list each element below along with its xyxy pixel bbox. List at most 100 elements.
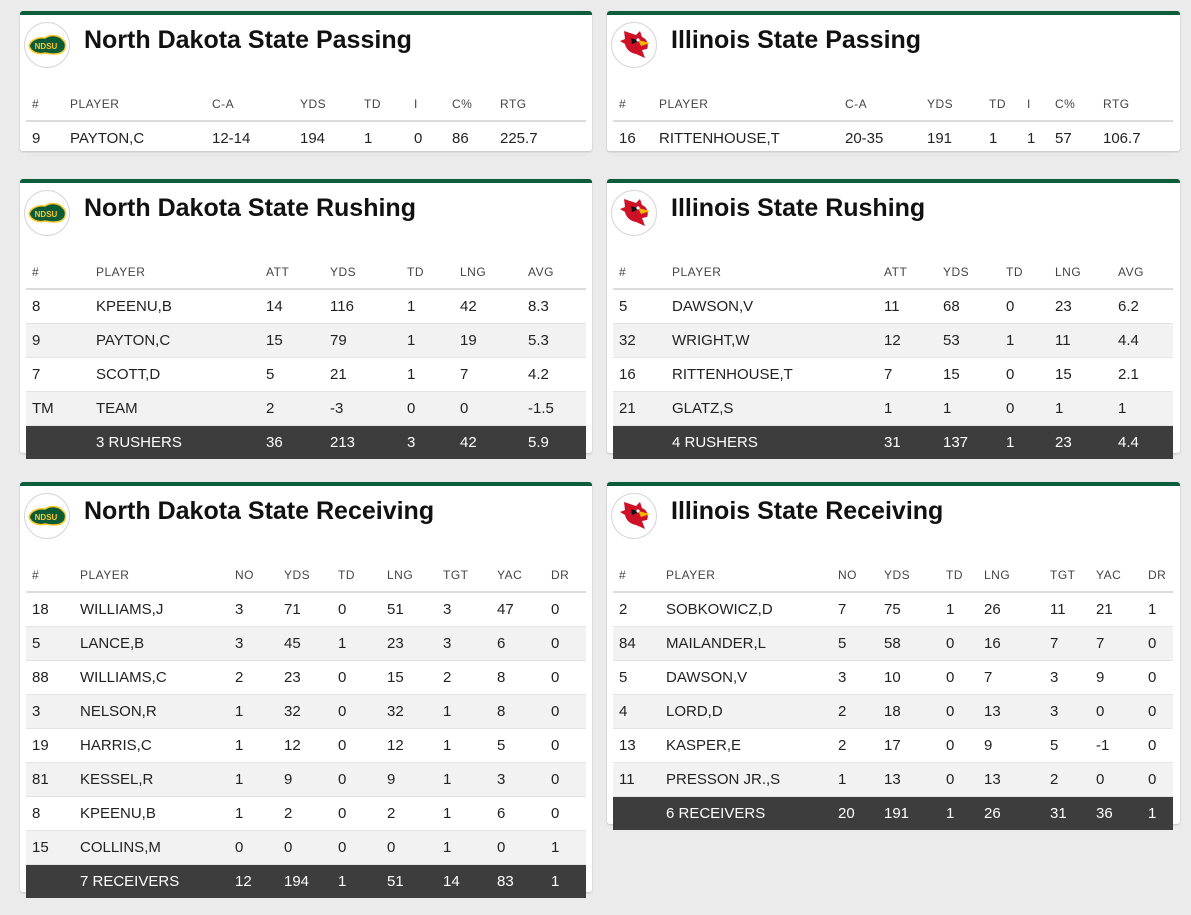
card-header: NDSU North Dakota State Passing [20, 15, 592, 75]
col-header: AVG [522, 255, 586, 290]
cell: 116 [324, 289, 401, 324]
cell: 7 [1044, 626, 1090, 661]
cell: 0 [1000, 289, 1049, 324]
cell: 12 [278, 728, 332, 763]
cell: 1 [401, 323, 454, 358]
cell: RITTENHOUSE,T [653, 121, 839, 156]
cell: MAILANDER,L [660, 626, 832, 661]
table-row: 2 SOBKOWICZ,D 7 75 1 26 11 21 1 [613, 592, 1173, 627]
card-title: Illinois State Rushing [671, 194, 926, 222]
cell: 23 [1049, 425, 1112, 459]
cell: 3 [1044, 694, 1090, 729]
cell: 11 [878, 289, 937, 324]
cell: 0 [940, 762, 978, 797]
col-header: TD [332, 558, 381, 593]
cell: 8 [26, 289, 90, 324]
table-row: 18 WILLIAMS,J 3 71 0 51 3 47 0 [26, 592, 586, 627]
cell: 88 [26, 660, 74, 695]
cell: 1 [358, 121, 408, 156]
cell: 1 [229, 694, 278, 729]
col-header: TD [358, 87, 408, 122]
table-row: 7 SCOTT,D 5 21 1 7 4.2 [26, 357, 586, 392]
cell: 3 [229, 626, 278, 661]
cell: 0 [229, 830, 278, 865]
col-header: AVG [1112, 255, 1173, 290]
cell: 5 [832, 626, 878, 661]
cell: 0 [332, 830, 381, 865]
cell: 6 RECEIVERS [660, 796, 832, 830]
col-header: PLAYER [74, 558, 229, 593]
isu-passing-card: Illinois State Passing # PLAYER C-A YDS … [607, 11, 1180, 156]
cell: 2 [278, 796, 332, 831]
cell: 2.1 [1112, 357, 1173, 392]
cell: 0 [940, 660, 978, 695]
table-row: 5 DAWSON,V 3 10 0 7 3 9 0 [613, 660, 1173, 695]
col-header: PLAYER [666, 255, 878, 290]
cell: 21 [324, 357, 401, 392]
cell: 0 [940, 694, 978, 729]
cell: 1 [437, 728, 491, 763]
cell: 191 [878, 796, 940, 830]
cell: 51 [381, 864, 437, 898]
ndsu-bison-logo-icon: NDSU [24, 190, 70, 236]
col-header: LNG [978, 558, 1044, 593]
table-row: 88 WILLIAMS,C 2 23 0 15 2 8 0 [26, 660, 586, 695]
col-header: YDS [937, 255, 1000, 290]
header-row: # PLAYER ATT YDS TD LNG AVG [613, 255, 1173, 290]
cell: 8 [26, 796, 74, 831]
cell: 1 [1142, 592, 1173, 627]
cell: 12-14 [206, 121, 294, 156]
isu-receiving-table: # PLAYER NO YDS TD LNG TGT YAC DR 2 SOBKO… [613, 558, 1173, 830]
card-title: Illinois State Receiving [671, 497, 944, 525]
cell: 83 [491, 864, 545, 898]
cell: 1 [1000, 425, 1049, 459]
cell: 42 [454, 289, 522, 324]
cell: 0 [1142, 626, 1173, 661]
table-row: 84 MAILANDER,L 5 58 0 16 7 7 0 [613, 626, 1173, 661]
cell: 2 [381, 796, 437, 831]
cell: 0 [1090, 694, 1142, 729]
col-header: PLAYER [660, 558, 832, 593]
col-header: PLAYER [653, 87, 839, 122]
cell: 20-35 [839, 121, 921, 156]
card-title: North Dakota State Rushing [84, 194, 416, 222]
cell: 0 [545, 592, 586, 627]
cell: SOBKOWICZ,D [660, 592, 832, 627]
cell: 18 [878, 694, 940, 729]
header-row: # PLAYER NO YDS TD LNG TGT YAC DR [613, 558, 1173, 593]
header-row: # PLAYER C-A YDS TD I C% RTG [613, 87, 1173, 122]
cell: 3 RUSHERS [90, 425, 260, 459]
cell: 15 [1049, 357, 1112, 392]
cell: 13 [878, 762, 940, 797]
col-header: # [613, 558, 660, 593]
cell: 31 [878, 425, 937, 459]
cell: 14 [260, 289, 324, 324]
cell: 106.7 [1097, 121, 1173, 156]
cell: 5 [613, 660, 660, 695]
col-header: YDS [294, 87, 358, 122]
totals-row: 3 RUSHERS 36 213 3 42 5.9 [26, 425, 586, 459]
card-header: NDSU North Dakota State Receiving [20, 486, 592, 546]
cell: 3 [437, 592, 491, 627]
table-row: 11 PRESSON JR.,S 1 13 0 13 2 0 0 [613, 762, 1173, 797]
cell: 1 [332, 626, 381, 661]
cell: 9 [26, 121, 64, 156]
cell: PAYTON,C [90, 323, 260, 358]
col-header: LNG [1049, 255, 1112, 290]
cell: 4.2 [522, 357, 586, 392]
cell: 2 [229, 660, 278, 695]
cell: 1 [437, 762, 491, 797]
cell: 14 [437, 864, 491, 898]
cell: 79 [324, 323, 401, 358]
cell: 3 [26, 694, 74, 729]
cell: 57 [1049, 121, 1097, 156]
table-row: 32 WRIGHT,W 12 53 1 11 4.4 [613, 323, 1173, 358]
cell: 0 [1142, 660, 1173, 695]
cell: 8 [491, 694, 545, 729]
cell: 1 [229, 796, 278, 831]
cell: 23 [381, 626, 437, 661]
col-header: I [1021, 87, 1049, 122]
cell: 17 [878, 728, 940, 763]
col-header: NO [229, 558, 278, 593]
cell: 5 [613, 289, 666, 324]
